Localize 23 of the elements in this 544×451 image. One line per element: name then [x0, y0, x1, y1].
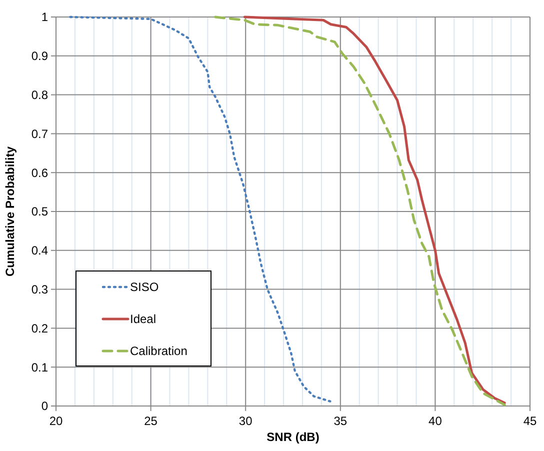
- y-tick-label: 0.7: [31, 126, 48, 141]
- legend-label: SISO: [130, 280, 159, 294]
- y-tick-label: 0.2: [31, 321, 48, 336]
- y-tick-label: 0.5: [31, 204, 48, 219]
- line-series: [69, 16, 332, 402]
- x-tick-label: 30: [238, 414, 253, 428]
- legend-label: Calibration: [130, 344, 188, 358]
- y-tick-label: 0.9: [31, 49, 48, 64]
- y-tick-label: 0.1: [31, 360, 48, 374]
- y-tick-label: 0: [41, 399, 48, 414]
- x-axis-title: SNR (dB): [266, 430, 320, 444]
- x-tick-label: 40: [428, 414, 442, 428]
- y-tick-label: 0.4: [31, 244, 48, 258]
- x-tick-label: 25: [144, 414, 158, 428]
- x-tick-label: 45: [523, 414, 537, 428]
- legend-label: Ideal: [130, 312, 156, 326]
- x-tick-label: 20: [49, 414, 63, 428]
- x-tick-label: 35: [334, 414, 348, 428]
- y-axis-title: Cumulative Probability: [3, 146, 17, 277]
- y-tick-label: 1: [41, 10, 48, 24]
- y-tick-label: 0.6: [31, 166, 48, 180]
- y-tick-label: 0.8: [31, 88, 48, 102]
- y-tick-label: 0.3: [31, 282, 48, 296]
